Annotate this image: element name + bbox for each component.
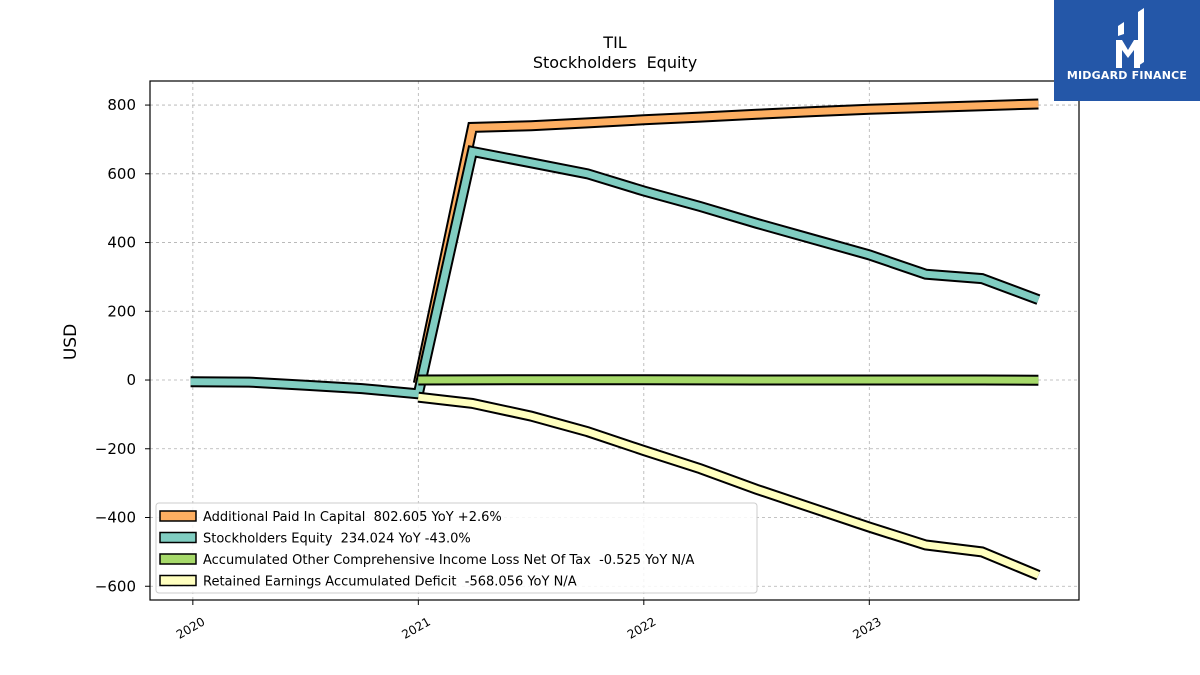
y-tick-label: 800 xyxy=(107,96,136,114)
series-line-outline-1 xyxy=(412,98,1039,385)
legend-swatch-3 xyxy=(159,553,197,565)
x-tick-label: 2020 xyxy=(174,614,207,641)
series-line-3 xyxy=(418,376,1039,384)
y-tick-label: −600 xyxy=(95,577,136,595)
chart-title: TIL xyxy=(602,33,626,52)
y-axis: 800 600 400 200 0 −200 −400 −600 xyxy=(95,96,150,595)
plot-frame xyxy=(149,80,1080,601)
x-tick-label: 2021 xyxy=(399,614,432,641)
legend-label-2: Stockholders Equity 234.024 YoY -43.0% xyxy=(203,532,471,547)
y-tick-label: 400 xyxy=(107,234,136,252)
legend-box xyxy=(155,502,758,594)
x-tick-label: 2023 xyxy=(850,614,883,641)
legend-swatch-2 xyxy=(159,531,197,544)
y-axis-label: USD xyxy=(61,324,81,360)
midgard-logo-icon xyxy=(1116,8,1144,68)
x-axis: 2020 2021 2022 2023 xyxy=(174,600,884,642)
y-tick-label: −400 xyxy=(95,509,136,527)
series-line-1 xyxy=(414,100,1039,385)
legend-swatch-4 xyxy=(159,574,197,587)
legend-swatch-1 xyxy=(159,510,197,522)
brand-logo: MIDGARD FINANCE xyxy=(1054,0,1200,101)
chart-subtitle: Stockholders Equity xyxy=(533,53,697,72)
x-tick-label: 2022 xyxy=(625,614,658,641)
series-lines xyxy=(190,98,1041,581)
y-tick-label: 600 xyxy=(107,165,136,183)
y-tick-label: 0 xyxy=(126,371,136,389)
legend-label-4: Retained Earnings Accumulated Deficit -5… xyxy=(203,575,577,590)
series-line-2 xyxy=(190,147,1040,398)
legend-label-1: Additional Paid In Capital 802.605 YoY +… xyxy=(203,510,502,525)
legend: Additional Paid In Capital 802.605 YoY +… xyxy=(155,502,758,594)
brand-name: MIDGARD FINANCE xyxy=(1066,69,1188,82)
series-line-4 xyxy=(417,393,1040,579)
legend-label-3: Accumulated Other Comprehensive Income L… xyxy=(203,553,694,568)
y-tick-label: −200 xyxy=(95,440,136,458)
y-tick-label: 200 xyxy=(107,302,136,320)
